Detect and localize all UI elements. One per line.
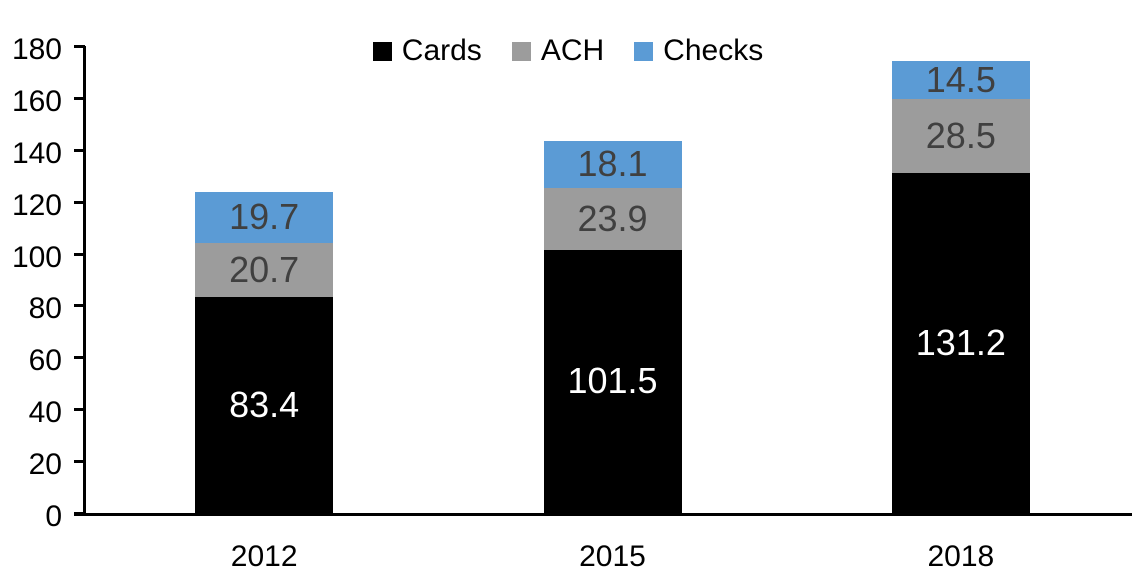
bar-segment-checks-2018: 14.5 — [891, 58, 1030, 100]
bar-segment-ach-2015: 23.9 — [543, 187, 682, 250]
ach-swatch-icon — [511, 41, 531, 61]
y-axis-tick-label: 0 — [45, 500, 62, 533]
bar-value-label: 19.7 — [229, 196, 300, 238]
legend-label-ach: ACH — [540, 34, 605, 67]
bar-2012: 83.4 20.7 19.7 — [195, 46, 334, 513]
bar-segment-cards-2012: 83.4 — [195, 296, 334, 513]
y-axis-line — [83, 46, 86, 513]
bar-value-label: 20.7 — [229, 248, 300, 290]
y-axis-tick-label: 100 — [11, 240, 62, 274]
bar-segment-ach-2012: 20.7 — [195, 242, 334, 297]
x-axis-label-2012: 2012 — [230, 540, 298, 573]
legend-item-ach: ACH — [511, 34, 605, 67]
y-axis-tick-label: 40 — [28, 396, 62, 430]
x-axis-line — [74, 513, 1132, 516]
bar-value-label: 14.5 — [925, 58, 996, 100]
y-axis-tick-label: 140 — [11, 136, 62, 170]
bar-value-label: 83.4 — [229, 383, 300, 425]
x-axis-label-2015: 2015 — [579, 540, 646, 573]
y-axis-tick — [74, 408, 85, 412]
bar-2015: 101.5 23.9 18.1 — [543, 46, 682, 513]
x-axis-label-2018: 2018 — [927, 540, 995, 573]
y-axis-tick-label: 60 — [28, 344, 62, 378]
bar-value-label: 28.5 — [925, 114, 996, 156]
y-axis-tick — [74, 512, 85, 515]
bar-value-label: 23.9 — [577, 197, 648, 239]
y-axis-tick — [74, 200, 85, 204]
y-axis-tick-label: 80 — [28, 292, 62, 326]
bar-value-label: 101.5 — [567, 360, 658, 402]
y-axis-tick-label: 160 — [11, 84, 62, 118]
y-axis-tick — [74, 356, 85, 360]
y-axis-tick — [74, 460, 85, 464]
bar-segment-ach-2018: 28.5 — [891, 98, 1030, 173]
y-axis-tick — [74, 252, 85, 256]
cards-swatch-icon — [372, 41, 392, 61]
y-axis-tick-label: 180 — [11, 33, 62, 66]
bar-segment-checks-2012: 19.7 — [195, 191, 334, 243]
y-axis-tick — [74, 148, 85, 152]
bar-value-label: 131.2 — [915, 321, 1006, 363]
legend-label-checks: Checks — [663, 34, 764, 67]
legend-item-checks: Checks — [634, 36, 763, 66]
y-axis-tick-label: 120 — [11, 188, 62, 222]
y-axis-tick-label: 20 — [28, 448, 62, 482]
bar-segment-checks-2015: 18.1 — [543, 140, 682, 188]
y-axis-tick — [74, 304, 85, 308]
bar-segment-cards-2015: 101.5 — [543, 249, 682, 513]
bar-2018: 131.2 28.5 14.5 — [891, 46, 1030, 513]
bar-value-label: 18.1 — [577, 143, 648, 185]
legend-item-cards: Cards — [372, 34, 482, 67]
y-axis-tick — [74, 96, 85, 100]
chart-legend: Cards ACH Checks — [0, 36, 1136, 66]
checks-swatch-icon — [634, 41, 654, 61]
plot-area: 0 20 40 60 80 100 120 140 160 180 83.4 20.7 19.7 101.… — [12, 35, 1132, 532]
y-axis-tick — [74, 45, 85, 48]
legend-label-cards: Cards — [401, 34, 482, 67]
bar-segment-cards-2018: 131.2 — [891, 172, 1030, 513]
